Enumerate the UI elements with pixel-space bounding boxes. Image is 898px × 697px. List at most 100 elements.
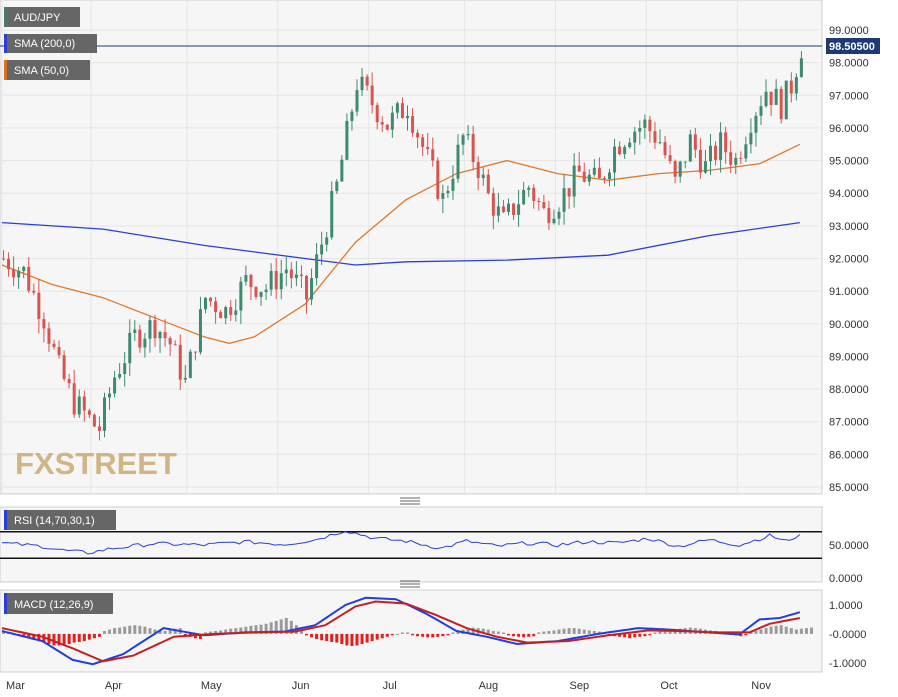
price-tick-label: 91.0000 (829, 286, 869, 298)
legend-macd-label: MACD (12,26,9) (14, 599, 93, 611)
price-tick-label: 98.0000 (829, 58, 869, 70)
macd-hist-bar (638, 633, 642, 637)
macd-hist-bar (82, 633, 86, 642)
macd-hist-bar (183, 633, 187, 636)
candle-body (582, 171, 586, 182)
candle-body (299, 274, 303, 276)
macd-hist-bar (411, 633, 415, 636)
macd-hist-bar (648, 633, 652, 636)
candle-body (522, 189, 526, 205)
macd-hist-bar (365, 633, 369, 643)
candle-body (623, 147, 627, 155)
candle-body (284, 269, 288, 274)
macd-hist-bar (390, 633, 394, 636)
macd-hist-bar (799, 628, 803, 634)
macd-hist-bar (587, 630, 591, 634)
macd-hist-bar (198, 633, 202, 640)
candle-body (188, 351, 192, 378)
sma200-path (1, 221, 800, 266)
price-tick-label: 92.0000 (829, 254, 869, 266)
candle-body (648, 119, 652, 132)
macd-hist-bar (810, 627, 813, 634)
macd-hist-bar (138, 625, 142, 634)
macd-hist-bar (32, 633, 36, 640)
candle-body (330, 191, 334, 238)
legend-sma200[interactable]: SMA (200,0) (4, 34, 97, 53)
candle-body (769, 91, 773, 105)
candle-body (406, 116, 409, 119)
candle-body (143, 338, 147, 348)
candle-body (183, 377, 187, 380)
candle-body (572, 165, 576, 197)
candle-body (108, 393, 112, 398)
candle-body (774, 88, 778, 105)
time-tick-label: Sep (570, 680, 590, 692)
macd-hist-bar (658, 631, 662, 634)
candle-body (532, 187, 536, 202)
macd-hist-bar (486, 629, 490, 634)
candle-body (764, 91, 768, 107)
candle-body (703, 161, 707, 173)
macd-hist-bar (400, 632, 404, 634)
macd-hist-bar (759, 629, 763, 634)
macd-hist-bar (335, 633, 339, 643)
legend-macd[interactable]: MACD (12,26,9) (4, 593, 113, 614)
macd-hist-bar (274, 620, 278, 634)
candle-body (597, 167, 601, 179)
candle-body (340, 159, 344, 182)
macd-hist-bar (456, 631, 460, 634)
candle-body (52, 343, 56, 348)
candle-body (734, 157, 738, 165)
price-tick-label: 87.0000 (829, 417, 869, 429)
legend-rsi[interactable]: RSI (14,70,30,1) (4, 510, 116, 530)
macd-hist-bar (214, 631, 218, 634)
candle-body (269, 271, 273, 290)
macd-hist-bar (264, 623, 268, 634)
candle-body (234, 310, 238, 315)
macd-hist-bar (148, 628, 152, 634)
candle-body (97, 426, 101, 431)
candle-body (229, 307, 233, 315)
macd-hist-bar (57, 633, 61, 646)
candle-body (719, 132, 723, 160)
last-price-value: 98.50500 (829, 41, 875, 53)
candle-body (799, 58, 803, 78)
candle-body (608, 172, 611, 179)
watermark: FXSTREET (15, 446, 177, 481)
macd-hist-bar (436, 633, 440, 637)
candle-body (153, 320, 157, 339)
candle-body (552, 218, 556, 224)
price-tick-label: 88.0000 (829, 384, 869, 396)
macd-lines (1, 596, 801, 666)
panel-resize-handle[interactable] (400, 497, 420, 505)
candle-body (698, 149, 702, 173)
candle-body (42, 319, 46, 329)
last-price-badge (826, 38, 880, 54)
macd-hist-bar (123, 626, 127, 634)
rsi-line (1, 531, 801, 555)
candle-body (587, 174, 591, 182)
macd-hist-bar (209, 631, 213, 634)
macd-hist-bar (340, 633, 344, 644)
legend-sma50[interactable]: SMA (50,0) (4, 60, 90, 80)
price-tick-label: 99.0000 (829, 25, 869, 37)
candle-body (683, 161, 687, 163)
candle-body (400, 103, 404, 119)
legend-symbol[interactable]: AUD/JPY (4, 7, 80, 27)
macd-axis: 1.0000 -0.0000 -1.0000 (829, 600, 866, 670)
candle-body (72, 383, 76, 415)
candle-body (12, 269, 16, 278)
macd-hist-bar (87, 633, 91, 640)
candle-body (7, 258, 11, 270)
candle-body (658, 142, 662, 144)
sma200-line (1, 221, 800, 266)
macd-hist-bar (153, 629, 157, 634)
macd-hist-bar (572, 628, 576, 634)
candle-body (547, 208, 551, 224)
candle-body (517, 204, 521, 215)
panel-resize-handle-2[interactable] (400, 580, 420, 588)
macd-hist-bar (385, 633, 389, 637)
candle-body (416, 132, 420, 138)
candle-body (618, 146, 622, 155)
